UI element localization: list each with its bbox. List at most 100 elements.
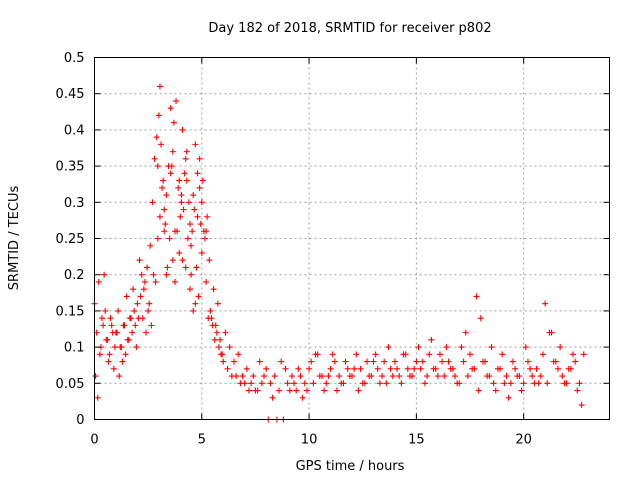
data-point (92, 373, 99, 380)
data-point (219, 351, 226, 358)
data-point (148, 322, 155, 329)
data-point (107, 315, 114, 322)
data-point (161, 228, 168, 235)
data-point (559, 373, 566, 380)
data-point (134, 300, 141, 307)
data-point (184, 235, 191, 242)
data-point (159, 184, 166, 191)
data-point (295, 365, 302, 372)
data-point (179, 126, 186, 133)
data-point (167, 170, 174, 177)
data-point (434, 373, 441, 380)
data-point (316, 373, 323, 380)
data-point (263, 365, 270, 372)
data-point (383, 380, 390, 387)
data-point (578, 402, 585, 409)
data-point (211, 336, 218, 343)
data-point (544, 380, 551, 387)
data-point (156, 213, 163, 220)
data-point (333, 387, 340, 394)
data-point (359, 380, 366, 387)
data-point (180, 206, 187, 213)
data-point (233, 373, 240, 380)
data-point (198, 199, 205, 206)
data-point (206, 257, 213, 264)
data-point (477, 315, 484, 322)
data-point (288, 373, 295, 380)
data-point (179, 257, 186, 264)
data-point (181, 170, 188, 177)
data-point (136, 257, 143, 264)
x-tick-label: 5 (198, 433, 206, 448)
data-point (250, 373, 257, 380)
data-point (323, 380, 330, 387)
data-point (173, 97, 180, 104)
data-point (436, 351, 443, 358)
data-point (188, 242, 195, 249)
data-point (199, 177, 206, 184)
data-point (212, 322, 219, 329)
data-point (144, 264, 151, 271)
data-point (364, 358, 371, 365)
data-point (106, 351, 113, 358)
data-point (291, 380, 298, 387)
x-tick-labels: 0 5 10 15 20 (90, 433, 532, 448)
data-point (327, 365, 334, 372)
y-tick-label: 0.05 (56, 377, 85, 392)
data-point (163, 192, 170, 199)
data-point (137, 293, 144, 300)
data-point (336, 373, 343, 380)
data-point (169, 257, 176, 264)
data-point (162, 221, 169, 228)
data-point (194, 213, 201, 220)
data-point (391, 358, 398, 365)
data-point (192, 300, 199, 307)
data-point (124, 336, 131, 343)
data-point (417, 365, 424, 372)
data-point (372, 351, 379, 358)
y-tick-label: 0.5 (64, 51, 85, 66)
data-point (424, 373, 431, 380)
data-point (122, 351, 129, 358)
data-point (276, 387, 283, 394)
data-point (539, 351, 546, 358)
data-point (196, 155, 203, 162)
data-point (169, 148, 176, 155)
x-tick-label: 0 (90, 433, 98, 448)
data-point (376, 380, 383, 387)
data-point (443, 344, 450, 351)
data-point (214, 300, 221, 307)
data-point (503, 373, 510, 380)
data-point (103, 336, 110, 343)
data-point (198, 249, 205, 256)
data-point (445, 358, 452, 365)
data-point (389, 373, 396, 380)
data-point (153, 134, 160, 141)
data-point (213, 329, 220, 336)
data-point (385, 344, 392, 351)
data-point (108, 322, 115, 329)
data-point (190, 192, 197, 199)
data-point (95, 278, 102, 285)
data-point (490, 380, 497, 387)
data-point (492, 387, 499, 394)
data-point (278, 358, 285, 365)
data-point (353, 351, 360, 358)
data-point (182, 155, 189, 162)
y-tick-label: 0.1 (64, 341, 85, 356)
data-point (518, 387, 525, 394)
data-point (555, 365, 561, 372)
data-point (381, 358, 388, 365)
data-point (164, 264, 171, 271)
data-point (167, 105, 174, 112)
data-point (398, 380, 405, 387)
data-point (203, 278, 210, 285)
data-point (185, 199, 192, 206)
data-point (226, 344, 233, 351)
data-point (452, 373, 458, 380)
data-point (574, 387, 581, 394)
data-point (248, 380, 255, 387)
data-point (188, 271, 195, 278)
data-point (512, 365, 519, 372)
data-point (475, 387, 482, 394)
